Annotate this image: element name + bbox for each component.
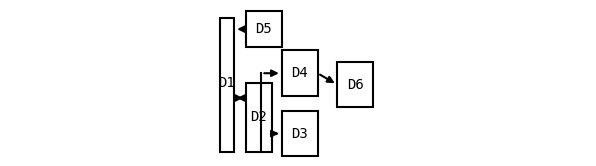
Text: D5: D5	[255, 22, 272, 36]
Text: D1: D1	[219, 76, 235, 90]
FancyBboxPatch shape	[246, 11, 282, 47]
FancyBboxPatch shape	[337, 62, 373, 107]
FancyBboxPatch shape	[220, 18, 234, 152]
Text: D2: D2	[250, 110, 267, 124]
FancyBboxPatch shape	[282, 111, 318, 156]
FancyBboxPatch shape	[282, 50, 318, 96]
Text: D3: D3	[291, 127, 308, 141]
Text: D6: D6	[347, 78, 364, 92]
FancyBboxPatch shape	[246, 83, 272, 152]
Text: D4: D4	[291, 66, 308, 80]
